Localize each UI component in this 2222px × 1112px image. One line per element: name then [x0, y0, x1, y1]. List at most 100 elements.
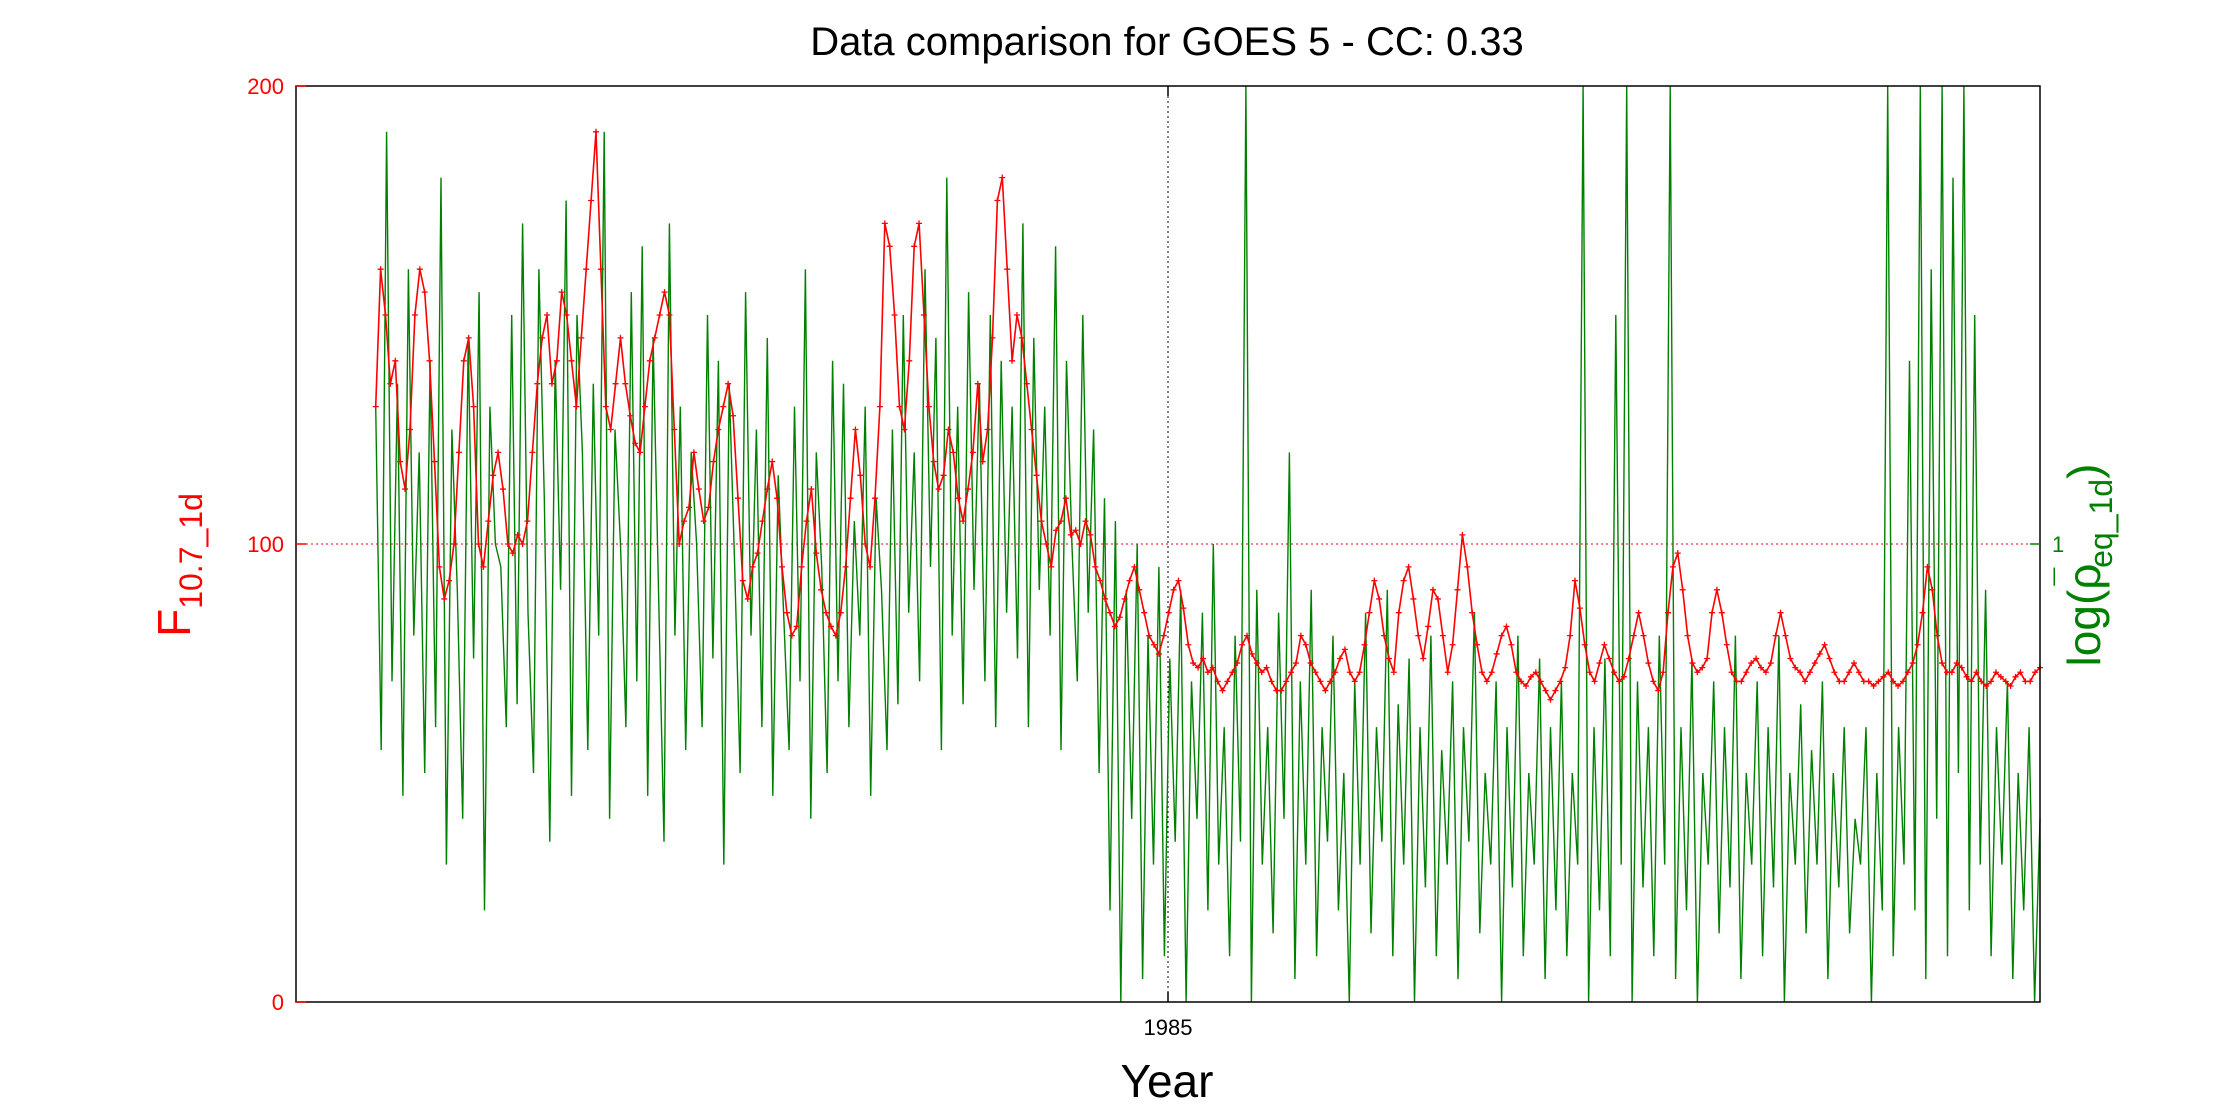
- data-point: [583, 266, 590, 273]
- data-point: [1616, 678, 1623, 685]
- data-point: [1204, 669, 1211, 676]
- data-point: [568, 357, 575, 364]
- data-point: [1385, 655, 1392, 662]
- data-point: [1239, 641, 1246, 648]
- axis-ticks: 0 100 200 1 1985: [247, 74, 2064, 1040]
- data-point: [1669, 563, 1676, 570]
- data-point: [1865, 678, 1872, 685]
- data-point: [925, 403, 932, 410]
- data-point: [637, 449, 644, 456]
- data-point: [1092, 563, 1099, 570]
- data-point: [1576, 605, 1583, 612]
- data-point: [1224, 678, 1231, 685]
- data-point: [886, 243, 893, 250]
- data-point: [1405, 563, 1412, 570]
- data-point: [480, 563, 487, 570]
- data-point: [1562, 664, 1569, 671]
- x-tick-label: 1985: [1144, 1015, 1193, 1040]
- data-point: [881, 220, 888, 227]
- data-point: [1444, 669, 1451, 676]
- data-point: [1762, 669, 1769, 676]
- data-point: [832, 632, 839, 639]
- data-point: [1400, 577, 1407, 584]
- data-point: [397, 458, 404, 465]
- data-point: [1968, 678, 1975, 685]
- data-point: [1709, 609, 1716, 616]
- data-point: [421, 289, 428, 296]
- data-point: [1146, 632, 1153, 639]
- data-point: [1806, 669, 1813, 676]
- data-point: [514, 531, 521, 538]
- data-point: [1909, 660, 1916, 667]
- data-point: [1209, 664, 1216, 671]
- data-point: [803, 518, 810, 525]
- data-point: [676, 541, 683, 547]
- data-point: [1792, 664, 1799, 671]
- data-point: [1356, 669, 1363, 676]
- data-point: [1498, 632, 1505, 639]
- data-point: [1748, 660, 1755, 667]
- data-point: [1077, 541, 1084, 547]
- data-point: [1611, 669, 1618, 676]
- data-point: [392, 357, 399, 364]
- data-point: [406, 426, 413, 433]
- data-point: [1983, 682, 1990, 689]
- data-point: [1567, 632, 1574, 639]
- y-left-tick-label: 200: [247, 74, 284, 99]
- data-point: [1170, 586, 1177, 593]
- data-point: [1571, 577, 1578, 584]
- data-point: [1028, 426, 1035, 433]
- data-point: [1635, 609, 1642, 616]
- data-point: [827, 623, 834, 630]
- data-point: [1694, 669, 1701, 676]
- x-axis-label: Year: [1121, 1055, 1214, 1107]
- data-point: [1390, 669, 1397, 676]
- data-point: [960, 518, 967, 525]
- data-point: [1537, 678, 1544, 685]
- data-point: [612, 380, 619, 387]
- data-point: [1689, 660, 1696, 667]
- data-point: [798, 563, 805, 570]
- data-point: [779, 563, 786, 570]
- data-point: [446, 577, 453, 584]
- data-point: [695, 486, 702, 493]
- data-point: [1332, 669, 1339, 676]
- data-point: [1043, 541, 1050, 547]
- chart-title: Data comparison for GOES 5 - CC: 0.33: [810, 20, 1524, 64]
- data-point: [1234, 660, 1241, 667]
- data-point: [2002, 678, 2009, 685]
- data-point: [989, 334, 996, 341]
- data-point: [646, 357, 653, 364]
- data-point: [1199, 655, 1206, 662]
- data-point: [1777, 609, 1784, 616]
- data-point: [2017, 669, 2024, 676]
- data-point: [1988, 678, 1995, 685]
- data-point: [1278, 687, 1285, 694]
- y-left-tick-label: 0: [272, 990, 284, 1015]
- data-point: [2027, 678, 2034, 685]
- data-point: [1459, 531, 1466, 538]
- data-point: [686, 504, 693, 511]
- data-point: [1713, 586, 1720, 593]
- data-point: [1655, 687, 1662, 694]
- data-point: [1953, 660, 1960, 667]
- data-point: [1513, 669, 1520, 676]
- data-point: [1934, 632, 1941, 639]
- data-point: [1106, 609, 1113, 616]
- data-point: [544, 312, 551, 318]
- data-point: [1914, 641, 1921, 648]
- data-point: [1474, 641, 1481, 648]
- data-point: [1640, 632, 1647, 639]
- data-point: [1841, 678, 1848, 685]
- data-point: [774, 495, 781, 502]
- data-point: [2007, 682, 2014, 689]
- data-point: [725, 380, 732, 387]
- data-point: [1601, 641, 1608, 648]
- data-point: [1992, 669, 1999, 676]
- data-point: [906, 357, 913, 364]
- data-point: [1185, 641, 1192, 648]
- data-point: [1850, 660, 1857, 667]
- data-point: [823, 609, 830, 616]
- data-point: [1674, 550, 1681, 557]
- data-point: [1816, 650, 1823, 657]
